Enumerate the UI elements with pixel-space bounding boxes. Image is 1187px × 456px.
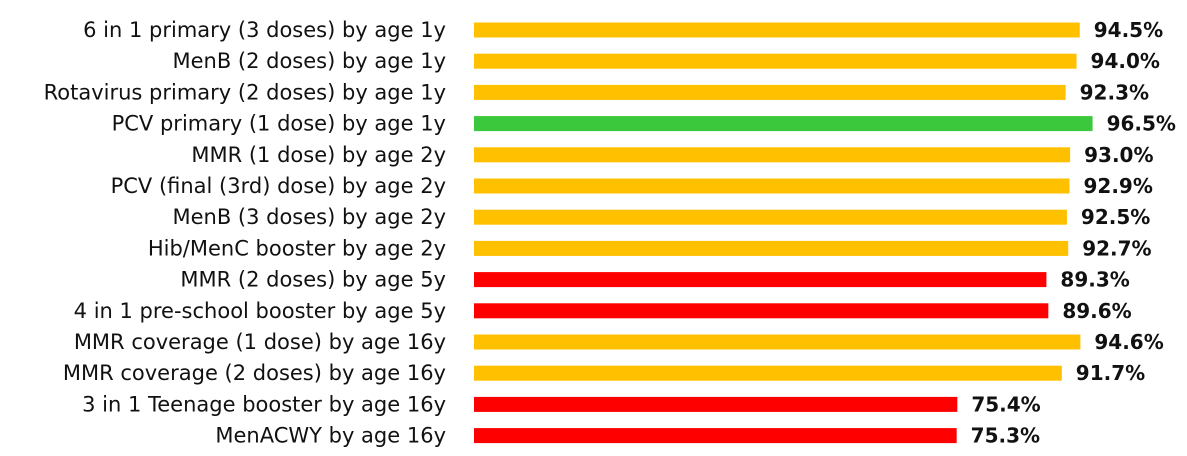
category-label: PCV primary (1 dose) by age 1y <box>112 112 446 136</box>
category-label: MenB (2 doses) by age 1y <box>172 49 446 73</box>
bar <box>474 334 1081 350</box>
bar <box>474 365 1062 381</box>
category-label: MenB (3 doses) by age 2y <box>172 205 446 229</box>
bar <box>474 272 1047 288</box>
value-label: 92.9% <box>1083 174 1152 198</box>
bar <box>474 84 1066 100</box>
category-label: MMR coverage (1 dose) by age 16y <box>74 330 446 354</box>
category-label: MenACWY by age 16y <box>215 424 446 448</box>
bar <box>474 428 957 444</box>
value-label: 93.0% <box>1084 143 1153 167</box>
value-label: 94.0% <box>1091 49 1160 73</box>
bar <box>474 53 1077 69</box>
bar <box>474 116 1093 132</box>
value-label: 96.5% <box>1107 112 1176 136</box>
category-label: MMR (1 dose) by age 2y <box>191 143 446 167</box>
category-label: PCV (final (3rd) dose) by age 2y <box>111 174 446 198</box>
value-label: 92.5% <box>1081 205 1150 229</box>
value-label: 92.7% <box>1082 236 1151 260</box>
bar <box>474 147 1071 163</box>
value-label: 89.3% <box>1060 268 1129 292</box>
category-label: MMR (2 doses) by age 5y <box>180 268 446 292</box>
value-label: 75.4% <box>971 392 1040 416</box>
value-label: 92.3% <box>1080 80 1149 104</box>
category-label: Hib/MenC booster by age 2y <box>148 236 446 260</box>
value-label: 94.6% <box>1094 330 1163 354</box>
bar <box>474 303 1049 319</box>
category-label: 6 in 1 primary (3 doses) by age 1y <box>83 18 446 42</box>
category-label: 4 in 1 pre-school booster by age 5y <box>74 299 446 323</box>
value-label: 94.5% <box>1094 18 1163 42</box>
bar <box>474 240 1069 256</box>
category-label: 3 in 1 Teenage booster by age 16y <box>82 392 446 416</box>
value-label: 75.3% <box>971 424 1040 448</box>
bar <box>474 396 958 412</box>
value-label: 91.7% <box>1076 361 1145 385</box>
category-label: Rotavirus primary (2 doses) by age 1y <box>44 80 446 104</box>
category-label: MMR coverage (2 doses) by age 16y <box>63 361 446 385</box>
bar <box>474 22 1080 38</box>
bar <box>474 178 1070 194</box>
value-label: 89.6% <box>1062 299 1131 323</box>
bar <box>474 209 1067 225</box>
